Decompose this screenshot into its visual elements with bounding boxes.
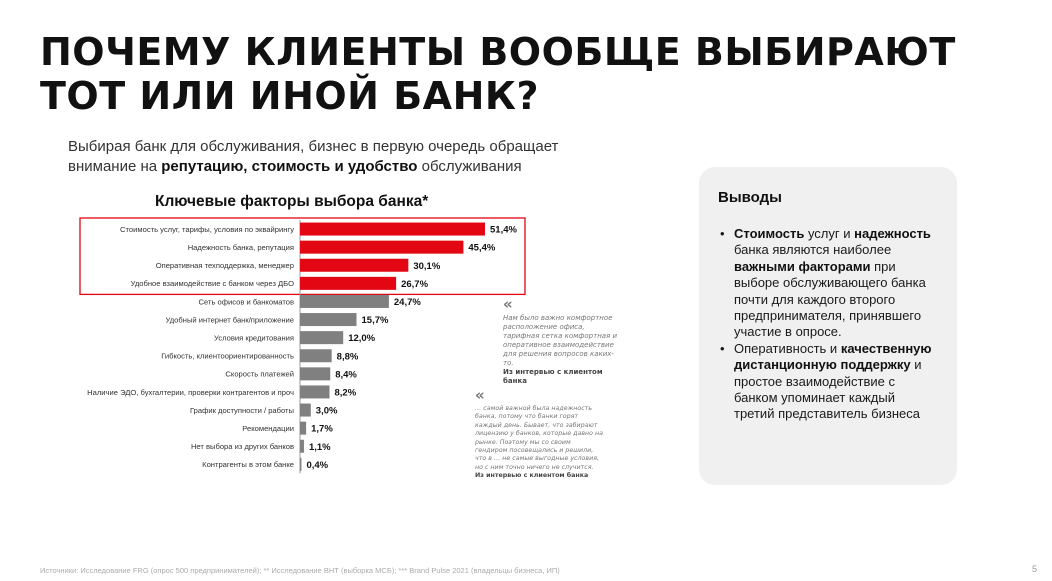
bar: [300, 294, 389, 308]
bar-chart: Стоимость услуг, тарифы, условия по эква…: [79, 217, 526, 474]
page-title: ПОЧЕМУ КЛИЕНТЫ ВООБЩЕ ВЫБИРАЮТ ТОТ ИЛИ И…: [40, 30, 1020, 118]
bar: [300, 403, 311, 417]
conclusion-text: банка являются наиболее: [734, 242, 892, 258]
quote-1: « Нам было важно комфортное расположение…: [503, 297, 621, 386]
conclusion-text: Оперативность и: [734, 340, 841, 356]
conclusion-text: при выборе обслуживающего банка почти дл…: [734, 258, 926, 340]
page-title-line1: ПОЧЕМУ КЛИЕНТЫ ВООБЩЕ ВЫБИРАЮТ: [40, 30, 956, 74]
conclusion-bold: Стоимость: [734, 226, 805, 241]
category-label: Гибкость, клиентоориентированность: [161, 352, 294, 361]
value-label: 8,8%: [337, 351, 359, 362]
conclusion-item: Стоимость услуг и надежность банка являю…: [718, 226, 937, 341]
category-label: Удобный интернет банк/приложение: [166, 315, 294, 324]
category-label: Условия кредитования: [214, 333, 294, 342]
value-label: 30,1%: [413, 261, 440, 272]
quote-2-text: … самой важной была надежность банка, по…: [475, 405, 603, 471]
value-label: 12,0%: [348, 333, 375, 344]
quote-2: « … самой важной была надежность банка, …: [475, 388, 603, 481]
intro-bold: репутацию, стоимость и удобство: [161, 158, 418, 175]
value-label: 0,4%: [306, 460, 328, 471]
category-label: Сеть офисов и банкоматов: [199, 297, 294, 306]
bar: [300, 349, 332, 363]
conclusion-item: Оперативность и качественную дистанционн…: [718, 341, 937, 423]
value-label: 45,4%: [468, 243, 495, 254]
intro-part2: обслуживания: [417, 158, 522, 175]
quote-mark-icon: «: [503, 295, 513, 313]
chart-title: Ключевые факторы выбора банка*: [155, 193, 429, 210]
value-label: 1,7%: [311, 424, 333, 435]
category-label: Наличие ЭДО, бухгалтерии, проверки контр…: [87, 388, 294, 397]
bar: [300, 313, 357, 327]
conclusion-bold: надежность: [854, 226, 931, 241]
quote-mark-icon: «: [475, 386, 485, 404]
highlight-frame: [79, 217, 526, 296]
bar: [300, 457, 302, 471]
category-label: Надежность банка, репутация: [188, 243, 294, 252]
conclusion-text: и простое взаимодействие с банком упомин…: [734, 357, 922, 422]
category-label: Оперативная техподдержка, менеджер: [156, 261, 294, 270]
value-label: 8,2%: [335, 387, 357, 398]
category-label: График доступности / работы: [190, 406, 294, 415]
conclusion-bold: качественную дистанционную поддержку: [734, 340, 932, 373]
value-label: 1,1%: [309, 442, 331, 453]
page-title-line2: ТОТ ИЛИ ИНОЙ БАНК?: [40, 74, 539, 118]
bar: [300, 258, 409, 272]
bar: [300, 222, 485, 236]
quote-1-text: Нам было важно комфортное расположение о…: [503, 314, 618, 367]
value-label: 8,4%: [335, 369, 357, 380]
quote-1-source: Из интервью с клиентом банка: [503, 368, 603, 385]
footnote: Источники: Исследование FRG (опрос 500 п…: [40, 566, 560, 575]
bar: [300, 439, 304, 453]
category-label: Рекомендации: [242, 424, 294, 433]
category-label: Нет выбора из других банков: [191, 442, 294, 451]
intro-part1: Выбирая банк для обслуживания, бизнес в …: [68, 138, 559, 175]
value-label: 51,4%: [490, 225, 517, 236]
category-label: Удобное взаимодействие с банком через ДБ…: [131, 279, 294, 288]
page-number: 5: [1032, 564, 1038, 574]
conclusions-heading: Выводы: [718, 189, 782, 206]
conclusions-list: Стоимость услуг и надежность банка являю…: [718, 226, 937, 423]
conclusion-bold: важными факторами: [734, 258, 871, 274]
quote-2-source: Из интервью с клиентом банка: [475, 472, 589, 480]
intro-text: Выбирая банк для обслуживания, бизнес в …: [68, 137, 628, 177]
conclusion-text: услуг и: [804, 226, 855, 241]
bar: [300, 240, 464, 254]
category-label: Скорость платежей: [225, 370, 294, 379]
category-label: Стоимость услуг, тарифы, условия по эква…: [120, 225, 294, 234]
bar: [300, 421, 307, 435]
bar: [300, 385, 330, 399]
category-label: Контрагенты в этом банке: [202, 460, 294, 469]
bar: [300, 331, 344, 345]
value-label: 15,7%: [362, 315, 389, 326]
conclusions-panel: Выводы Стоимость услуг и надежность банк…: [699, 167, 957, 485]
bar: [300, 276, 397, 290]
value-label: 3,0%: [316, 406, 338, 417]
value-label: 24,7%: [394, 297, 421, 308]
value-label: 26,7%: [401, 279, 428, 290]
bar: [300, 367, 331, 381]
